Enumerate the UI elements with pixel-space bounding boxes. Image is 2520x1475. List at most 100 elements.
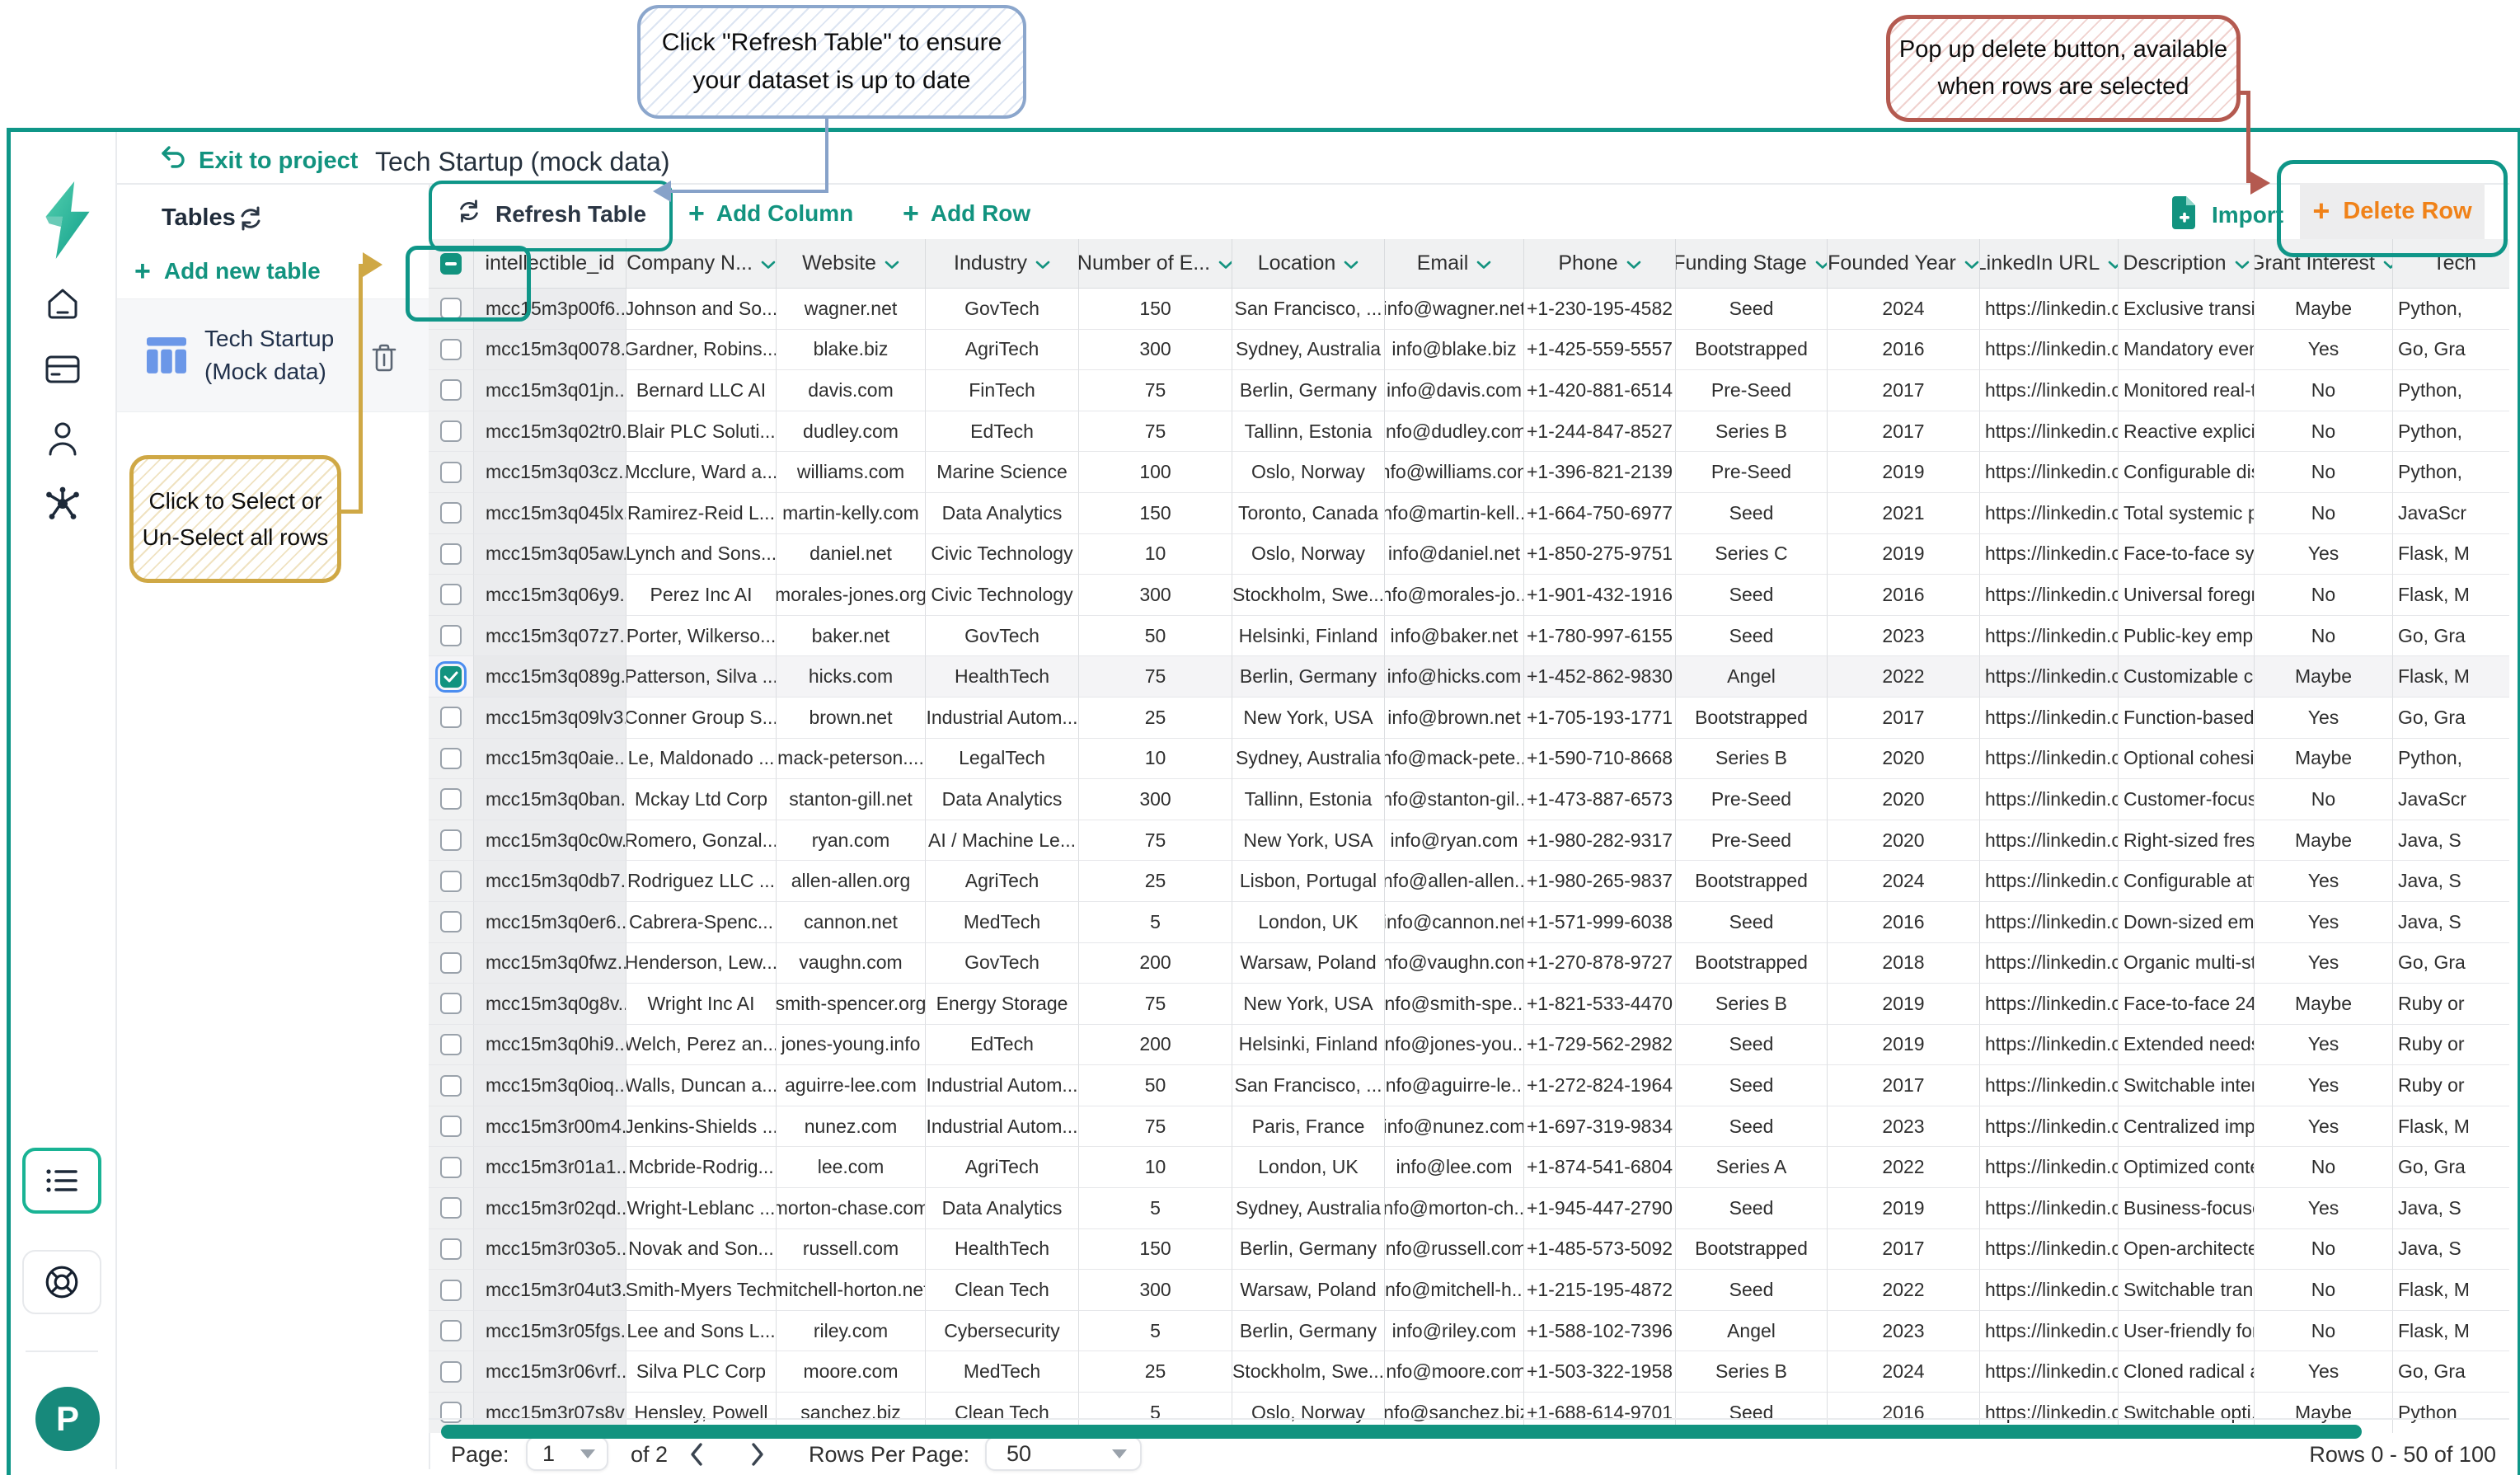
table-row[interactable]: mcc15m3r05fgs... Lee and Sons L... riley.c… xyxy=(429,1310,2509,1352)
chevron-down-icon[interactable] xyxy=(1626,251,1641,275)
chevron-down-icon[interactable] xyxy=(1964,251,1979,275)
column-header-email[interactable]: Email xyxy=(1385,239,1524,289)
table-row[interactable]: mcc15m3q03cz... Mcclure, Ward a... william… xyxy=(429,452,2509,493)
table-row[interactable]: mcc15m3q045lx... Ramirez-Reid L... martin-… xyxy=(429,492,2509,534)
import-button[interactable]: Import xyxy=(2169,195,2283,235)
column-header-industry[interactable]: Industry xyxy=(926,239,1079,289)
chevron-down-icon[interactable] xyxy=(1815,251,1827,275)
table-row[interactable]: mcc15m3q0aie... Le, Maldonado ... mack-pet… xyxy=(429,738,2509,780)
table-row[interactable]: mcc15m3q07z7... Porter, Wilkerso... baker.… xyxy=(429,615,2509,657)
row-checkbox[interactable] xyxy=(440,829,462,852)
row-checkbox[interactable] xyxy=(440,993,462,1015)
horizontal-scrollbar[interactable] xyxy=(441,1425,2362,1439)
table-row[interactable]: mcc15m3q0er6... Cabrera-Spenc... cannon.ne… xyxy=(429,901,2509,943)
chevron-down-icon[interactable] xyxy=(1218,251,1232,275)
row-checkbox[interactable] xyxy=(440,1360,462,1383)
column-header-founded-year[interactable]: Founded Year xyxy=(1828,239,1980,289)
table-row[interactable]: mcc15m3p00f6... Johnson and So... wagner.n… xyxy=(429,289,2509,330)
avatar[interactable]: P xyxy=(35,1387,100,1451)
row-checkbox[interactable] xyxy=(440,1116,462,1138)
table-list-view-button[interactable] xyxy=(22,1148,101,1214)
table-row[interactable]: mcc15m3q0fwz... Henderson, Lew... vaughn.c… xyxy=(429,942,2509,984)
table-row[interactable]: mcc15m3q01jn... Bernard LLC AI davis.com Fi… xyxy=(429,370,2509,411)
row-checkbox[interactable] xyxy=(440,1238,462,1260)
row-checkbox[interactable] xyxy=(440,379,462,402)
column-header-id[interactable]: intellectible_id xyxy=(474,239,626,289)
row-checkbox[interactable] xyxy=(440,1033,462,1055)
table-row[interactable]: mcc15m3q0c0w... Romero, Gonzal... ryan.com… xyxy=(429,820,2509,862)
column-header-tech[interactable]: Tech xyxy=(2393,239,2509,289)
row-checkbox[interactable] xyxy=(440,911,462,933)
row-checkbox[interactable] xyxy=(435,660,467,693)
next-page-button[interactable] xyxy=(741,1440,774,1469)
row-checkbox[interactable] xyxy=(440,951,462,974)
chevron-down-icon[interactable] xyxy=(761,251,776,275)
column-header-location[interactable]: Location xyxy=(1232,239,1385,289)
delete-table-icon[interactable] xyxy=(371,343,397,377)
chevron-down-icon[interactable] xyxy=(1035,251,1050,275)
table-row[interactable]: mcc15m3q09lv3... Conner Group S... brown.n… xyxy=(429,697,2509,739)
add-column-button[interactable]: + Add Column xyxy=(688,200,853,228)
row-checkbox[interactable] xyxy=(440,420,462,443)
row-checkbox[interactable] xyxy=(440,1074,462,1097)
row-checkbox[interactable] xyxy=(440,1402,462,1424)
table-row[interactable]: mcc15m3q089g... Patterson, Silva ... hicks… xyxy=(429,656,2509,698)
row-checkbox[interactable] xyxy=(440,870,462,892)
row-checkbox[interactable] xyxy=(440,461,462,483)
rows-per-page-select[interactable]: 50 xyxy=(985,1436,1142,1471)
select-all-checkbox[interactable] xyxy=(440,252,462,275)
row-checkbox[interactable] xyxy=(440,625,462,647)
chevron-down-icon[interactable] xyxy=(885,251,899,275)
row-checkbox[interactable] xyxy=(440,298,462,320)
row-checkbox[interactable] xyxy=(440,1279,462,1301)
table-row[interactable]: mcc15m3r06vrf... Silva PLC Corp moore.com M… xyxy=(429,1351,2509,1393)
table-row[interactable]: mcc15m3r02qd... Wright-Leblanc ... morton-… xyxy=(429,1188,2509,1229)
table-row[interactable]: mcc15m3r00m4... Jenkins-Shields ... nunez.… xyxy=(429,1106,2509,1148)
table-row[interactable]: mcc15m3q0hi9... Welch, Perez an... jones-y… xyxy=(429,1024,2509,1066)
table-row[interactable]: mcc15m3q0g8v... Wright Inc AI smith-spence… xyxy=(429,984,2509,1025)
column-header-website[interactable]: Website xyxy=(777,239,926,289)
sidebar-item-table[interactable]: Tech Startup (Mock data) xyxy=(117,298,429,412)
row-checkbox[interactable] xyxy=(440,788,462,810)
table-row[interactable]: mcc15m3q0ban... Mckay Ltd Corp stanton-gil… xyxy=(429,779,2509,820)
row-checkbox[interactable] xyxy=(440,747,462,769)
table-row[interactable]: mcc15m3r04ut3... Smith-Myers Tech mitchell… xyxy=(429,1270,2509,1311)
nav-home-icon[interactable] xyxy=(44,284,82,322)
exit-to-project-button[interactable]: Exit to project xyxy=(159,143,358,178)
column-header-phone[interactable]: Phone xyxy=(1524,239,1676,289)
chevron-down-icon[interactable] xyxy=(2383,251,2392,275)
prev-page-button[interactable] xyxy=(680,1440,713,1469)
column-header-employees[interactable]: Number of E... xyxy=(1079,239,1232,289)
table-row[interactable]: mcc15m3q0ioq... Walls, Duncan a... aguirre… xyxy=(429,1065,2509,1106)
table-row[interactable]: mcc15m3q0db7... Rodriguez LLC ... allen-al… xyxy=(429,861,2509,902)
row-checkbox[interactable] xyxy=(440,1320,462,1342)
column-header-grant-interest[interactable]: Grant Interest xyxy=(2255,239,2393,289)
column-header-description[interactable]: Description xyxy=(2119,239,2255,289)
row-checkbox[interactable] xyxy=(440,707,462,729)
add-row-button[interactable]: + Add Row xyxy=(903,200,1030,228)
table-row[interactable]: mcc15m3r01a1... Mcbride-Rodrig... lee.com A… xyxy=(429,1147,2509,1189)
chevron-down-icon[interactable] xyxy=(2108,251,2118,275)
nav-integrations-icon[interactable] xyxy=(44,485,82,523)
help-button[interactable] xyxy=(22,1250,101,1314)
row-checkbox[interactable] xyxy=(440,1156,462,1178)
row-checkbox[interactable] xyxy=(440,584,462,606)
row-checkbox[interactable] xyxy=(440,338,462,360)
row-checkbox[interactable] xyxy=(440,1197,462,1219)
chevron-down-icon[interactable] xyxy=(1476,251,1491,275)
table-row[interactable]: mcc15m3r03o5... Novak and Son... russell.c… xyxy=(429,1228,2509,1271)
column-header-funding-stage[interactable]: Funding Stage xyxy=(1676,239,1828,289)
row-checkbox[interactable] xyxy=(440,502,462,524)
table-row[interactable]: mcc15m3q02tr0... Blair PLC Soluti... dudle… xyxy=(429,411,2509,453)
page-select[interactable]: 1 xyxy=(526,1436,608,1471)
add-new-table-button[interactable]: + Add new table xyxy=(134,257,321,285)
table-row[interactable]: mcc15m3q05aw... Lynch and Sons... daniel.n… xyxy=(429,533,2509,575)
chevron-down-icon[interactable] xyxy=(2235,251,2250,275)
column-header-linkedin-url[interactable]: LinkedIn URL xyxy=(1980,239,2119,289)
chevron-down-icon[interactable] xyxy=(1344,251,1359,275)
column-header-company-name[interactable]: Company N... xyxy=(626,239,777,289)
delete-row-button[interactable]: + Delete Row xyxy=(2300,183,2485,239)
nav-account-icon[interactable] xyxy=(44,419,82,458)
table-row[interactable]: mcc15m3q06y9... Perez Inc AI morales-jones… xyxy=(429,575,2509,616)
table-row[interactable]: mcc15m3q0078... Gardner, Robins... blake.b… xyxy=(429,329,2509,371)
